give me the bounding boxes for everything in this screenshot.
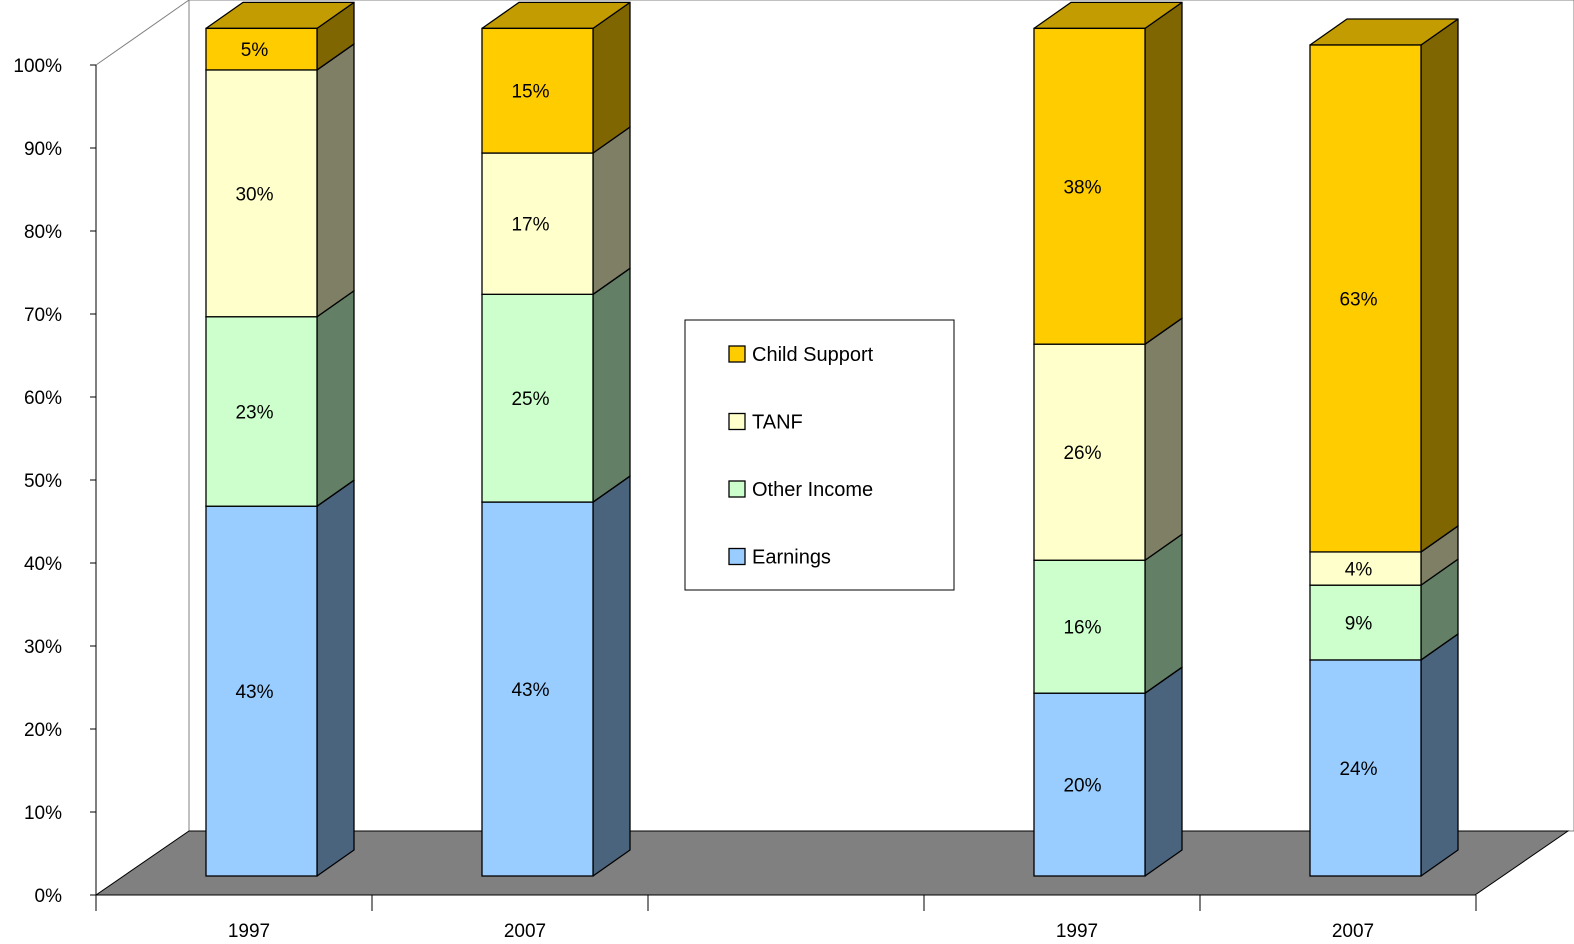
bar-front-face (1309, 551, 1422, 586)
y-tick-label: 30% (24, 637, 62, 658)
legend-label: TANF (752, 412, 803, 434)
legend: Child Support TANF Other Income Earnings (684, 319, 955, 591)
legend-box (684, 319, 955, 591)
x-tick-label: 2007 (1332, 921, 1374, 942)
data-label: 15% (511, 82, 549, 103)
data-label: 43% (235, 682, 273, 703)
bar-front-face (481, 27, 594, 154)
bar-side-face (1420, 633, 1459, 877)
legend-label: Other Income (752, 479, 873, 501)
legend-label: Child Support (752, 344, 874, 366)
bar-front-face (205, 27, 318, 71)
legend-swatch (728, 345, 746, 363)
bar-front-face (205, 505, 318, 877)
bar-side-face (592, 267, 631, 503)
bar-side-face (1144, 1, 1183, 345)
y-tick-label: 100% (13, 56, 62, 77)
y-tick-label: 70% (24, 305, 62, 326)
bar-front-face (481, 501, 594, 877)
data-label: 5% (241, 40, 269, 61)
y-tick-label: 80% (24, 222, 62, 243)
bar-segment-earnings: 43% (205, 479, 355, 877)
bar-front-face (205, 69, 318, 318)
data-label: 43% (511, 680, 549, 701)
bar-segment-earnings: 43% (481, 475, 631, 877)
bar-front-face (1033, 559, 1146, 694)
y-tick-label: 90% (24, 139, 62, 160)
y-tick-label: 60% (24, 388, 62, 409)
bar-front-face (481, 293, 594, 503)
bar-side-face (1144, 317, 1183, 561)
bar-front-face (1033, 343, 1146, 561)
bar-front-face (1033, 692, 1146, 877)
bar-front-face (481, 152, 594, 295)
bar-segment-earnings: 20% (1033, 666, 1183, 877)
data-label: 26% (1063, 443, 1101, 464)
bar-segment-child-support: 5% (205, 1, 355, 71)
left-wall-edge (95, 0, 190, 66)
data-label: 20% (1063, 776, 1101, 797)
data-label: 30% (235, 184, 273, 205)
x-axis: 1997 2007 1997 2007 (95, 895, 1477, 942)
bar-front-face (1309, 44, 1422, 553)
y-tick-label: 10% (24, 803, 62, 824)
bar-segment-tanf: 30% (205, 43, 355, 318)
bar-side-face (1144, 533, 1183, 694)
bar-segment-other-income: 25% (481, 267, 631, 503)
x-tick-label: 2007 (504, 921, 546, 942)
bar-segment-child-support: 38% (1033, 1, 1183, 345)
legend-swatch (728, 547, 746, 566)
bar-segment-child-support: 63% (1309, 18, 1459, 553)
bar-segment-earnings: 24% (1309, 633, 1459, 877)
data-label: 16% (1063, 618, 1101, 639)
legend-item: Child Support (728, 344, 874, 366)
y-axis: 0% 10% 20% 30% 40% 50% 60% 70% 80% 90% 100% (13, 56, 96, 907)
legend-item: Earnings (728, 547, 831, 569)
bar-side-face (1420, 18, 1459, 553)
legend-label: Earnings (752, 547, 831, 569)
bar-segment-other-income: 23% (205, 290, 355, 507)
x-tick-label: 1997 (228, 921, 270, 942)
x-tick-label: 1997 (1056, 921, 1098, 942)
bar-side-face (592, 475, 631, 877)
data-label: 17% (511, 215, 549, 236)
bar-side-face (316, 290, 355, 507)
bars: 43% 23% 30% 5% 43% 25% 17% 15% 20% 16% 26% 38% 24% 9%… (205, 1, 1459, 877)
legend-item: Other Income (728, 479, 873, 501)
data-label: 4% (1345, 560, 1373, 581)
bar-segment-tanf: 26% (1033, 317, 1183, 561)
y-tick-label: 50% (24, 471, 62, 492)
y-tick-label: 40% (24, 554, 62, 575)
bar-front-face (1033, 27, 1146, 345)
data-label: 38% (1063, 177, 1101, 198)
y-tick-label: 0% (35, 886, 63, 907)
data-label: 24% (1339, 759, 1377, 780)
y-tick-label: 20% (24, 720, 62, 741)
data-label: 9% (1345, 614, 1373, 635)
bar-side-face (592, 126, 631, 295)
bar-side-face (1144, 666, 1183, 877)
data-label: 23% (235, 402, 273, 423)
data-label: 25% (511, 389, 549, 410)
legend-swatch (728, 480, 746, 498)
bar-side-face (316, 43, 355, 318)
legend-item: TANF (728, 412, 803, 434)
data-label: 63% (1339, 289, 1377, 310)
legend-swatch (728, 412, 746, 431)
bar-side-face (316, 479, 355, 877)
bar-segment-child-support: 15% (481, 1, 631, 154)
